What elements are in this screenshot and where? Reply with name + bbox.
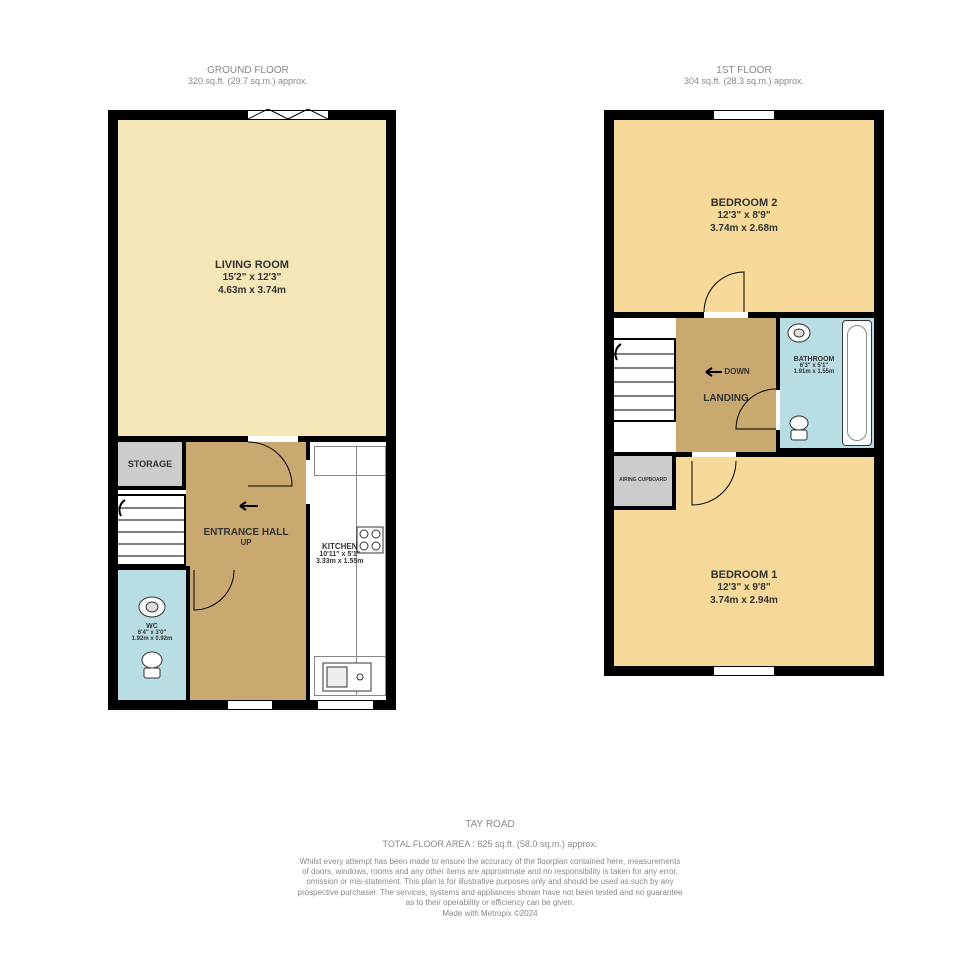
window <box>714 110 774 120</box>
hall-label: ENTRANCE HALL <box>204 527 289 538</box>
sink-icon <box>137 595 167 619</box>
total-area: TOTAL FLOOR AREA : 625 sq.ft. (58.0 sq.m… <box>0 839 980 851</box>
footer: TAY ROAD TOTAL FLOOR AREA : 625 sq.ft. (… <box>0 818 980 919</box>
hall-lower <box>190 606 306 700</box>
door-arc-icon <box>700 268 750 318</box>
door-arc-icon <box>190 566 240 616</box>
front-door <box>228 700 272 710</box>
airing-label: AIRING CUPBOARD <box>619 478 667 484</box>
door-opening <box>306 460 310 504</box>
landing-down: DOWN <box>724 367 749 376</box>
first-subtitle: 304 sq.ft. (28.3 sq.m.) approx. <box>604 76 884 86</box>
airing-cupboard: AIRING CUPBOARD <box>614 452 676 510</box>
stairs-icon <box>613 340 675 420</box>
disclaimer-line: Whilst every attempt has been made to en… <box>0 857 980 867</box>
living-room: LIVING ROOM 15'2" x 12'3" 4.63m x 3.74m <box>118 120 386 436</box>
kitchen-sink-icon <box>322 662 372 692</box>
wc-label: WC <box>146 623 158 630</box>
disclaimer-line: Made with Metropix ©2024 <box>0 909 980 919</box>
living-dim-imperial: 15'2" x 12'3" <box>223 271 282 284</box>
living-dim-metric: 4.63m x 3.74m <box>218 284 286 297</box>
bed2-dim-met: 3.74m x 2.68m <box>710 222 778 235</box>
bathroom: BATHROOM 6'3" x 5'1" 1.91m x 1.55m <box>776 318 874 452</box>
door-arc-icon <box>684 457 740 513</box>
kitchen-label: KITCHEN <box>316 542 363 551</box>
bath-dim-met: 1.91m x 1.55m <box>784 369 844 375</box>
bed1-label: BEDROOM 1 <box>711 569 778 581</box>
disclaimer-line: as to their operability or efficiency ca… <box>0 898 980 908</box>
bath-text: BATHROOM 6'3" x 5'1" 1.91m x 1.55m <box>784 356 844 375</box>
window <box>714 666 774 676</box>
bed1-dim-met: 3.74m x 2.94m <box>710 594 778 607</box>
bath-label: BATHROOM <box>784 356 844 363</box>
kitchen-dim-met: 3.33m x 1.55m <box>316 558 363 565</box>
disclaimer-line: omission or mis-statement. This plan is … <box>0 877 980 887</box>
kitchen-text: KITCHEN 10'11" x 5'1" 3.33m x 1.55m <box>316 542 363 565</box>
sink-icon <box>786 322 812 344</box>
bed1-dim-imp: 12'3" x 9'8" <box>717 581 770 594</box>
wall <box>386 110 396 710</box>
disclaimer-line: prospective purchaser. The services, sys… <box>0 888 980 898</box>
ground-subtitle: 320 sq.ft. (29.7 sq.m.) approx. <box>108 76 388 86</box>
storage-room: STORAGE <box>118 442 186 490</box>
disclaimer-line: of doors, windows, rooms and any other i… <box>0 867 980 877</box>
first-floorplan: BEDROOM 2 12'3" x 8'9" 3.74m x 2.68m DOW… <box>604 110 884 676</box>
wall <box>108 110 118 710</box>
bed2-dim-imp: 12'3" x 8'9" <box>717 209 770 222</box>
first-title-text: 1ST FLOOR <box>604 65 884 76</box>
stairs-icon <box>117 496 185 564</box>
property-name: TAY ROAD <box>0 818 980 831</box>
arrow-left-icon <box>702 367 722 377</box>
bedroom1: BEDROOM 1 12'3" x 9'8" 3.74m x 2.94m <box>614 510 874 666</box>
bed2-label: BEDROOM 2 <box>711 197 778 209</box>
wall <box>874 110 884 676</box>
toilet-icon <box>140 650 164 680</box>
door-arc-icon <box>238 436 298 496</box>
hall-up: UP <box>240 538 251 547</box>
ground-floorplan: LIVING ROOM 15'2" x 12'3" 4.63m x 3.74m … <box>108 110 396 710</box>
wc-dim-met: 1.92m x 0.92m <box>132 636 173 642</box>
wc-room: WC 6'4" x 3'0" 1.92m x 0.92m <box>118 566 190 700</box>
kitchen-dim-imp: 10'11" x 5'1" <box>316 551 363 558</box>
ground-floor-title: GROUND FLOOR 320 sq.ft. (29.7 sq.m.) app… <box>108 65 388 86</box>
arrow-left-icon <box>234 501 258 511</box>
toilet-icon <box>788 414 810 442</box>
door-arc-icon <box>732 385 780 433</box>
window <box>318 700 373 710</box>
storage-label: STORAGE <box>128 459 172 469</box>
ground-title-text: GROUND FLOOR <box>108 65 388 76</box>
kitchen-room: KITCHEN 10'11" x 5'1" 3.33m x 1.55m <box>306 442 386 700</box>
first-floor-title: 1ST FLOOR 304 sq.ft. (28.3 sq.m.) approx… <box>604 65 884 86</box>
bathtub-icon <box>842 320 872 446</box>
window-opening <box>248 110 328 120</box>
stairs-first <box>614 338 676 422</box>
stairs-ground <box>118 494 186 566</box>
living-label: LIVING ROOM <box>215 259 289 271</box>
